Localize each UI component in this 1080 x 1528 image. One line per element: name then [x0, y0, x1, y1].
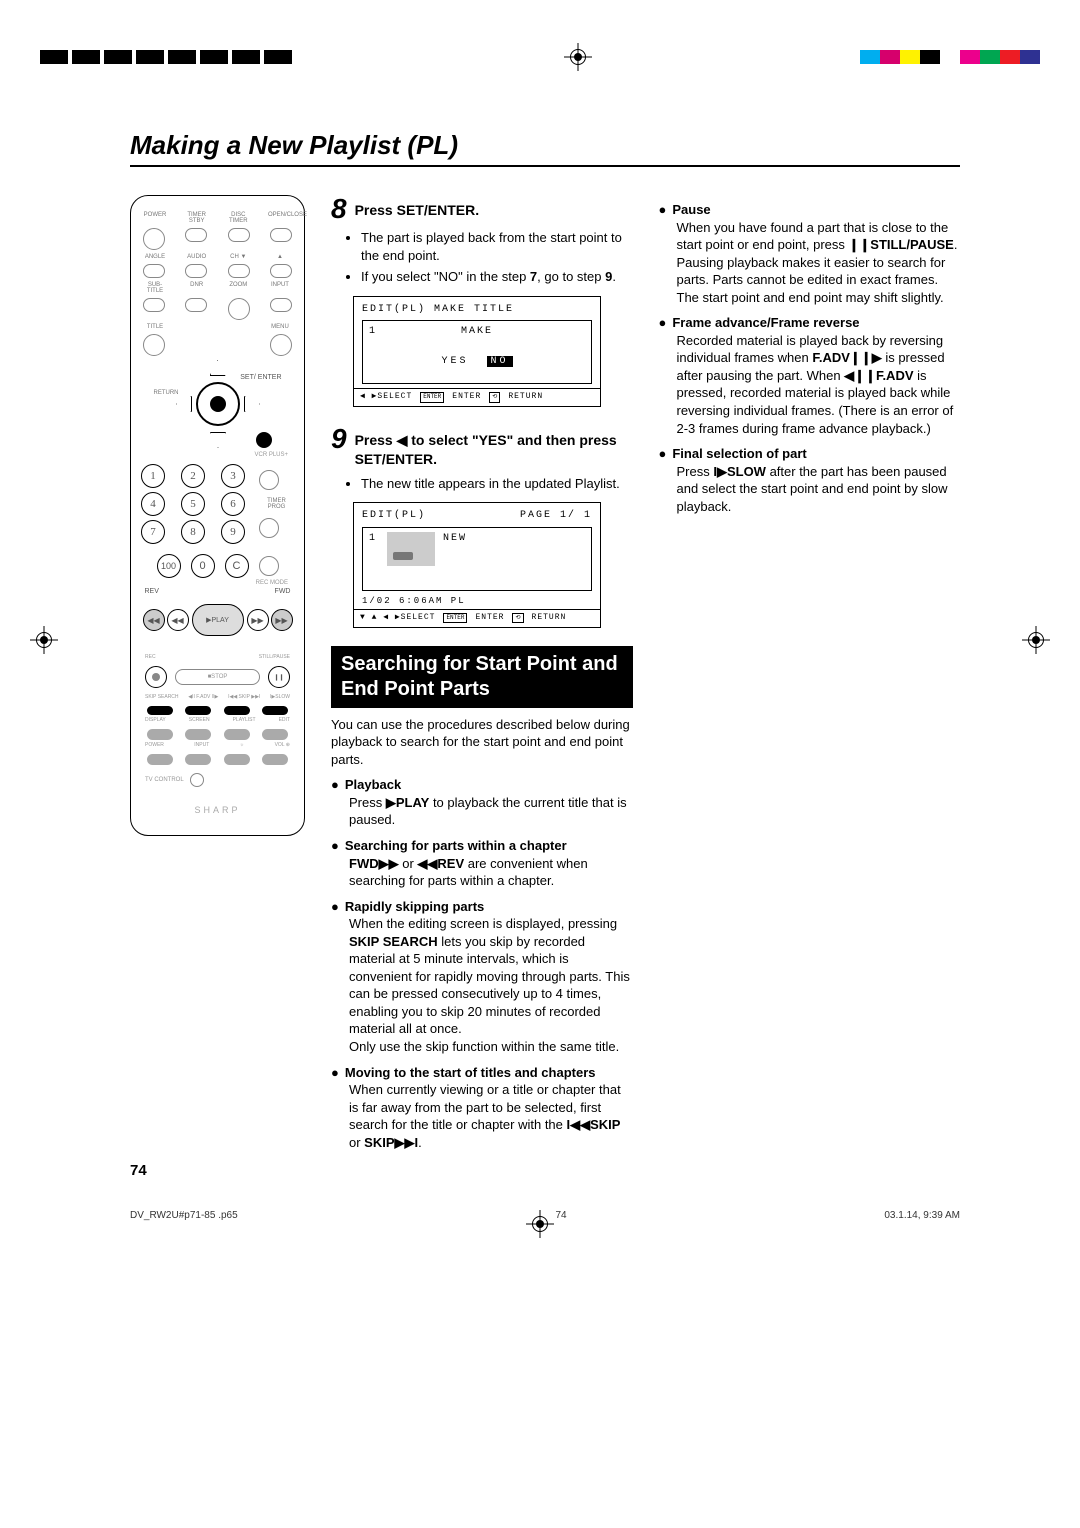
registration-bottom	[0, 1209, 1080, 1239]
step-9: 9 Press ◀ to select "YES" and then press…	[331, 425, 633, 628]
item-frame-advance: Frame advance/Frame reverse Recorded mat…	[659, 314, 961, 437]
osd-screen-make-title: EDIT(PL) MAKE TITLE 1 MAKE YES NO ◀ ▶SEL…	[353, 296, 601, 407]
item-final-selection: Final selection of part Press I▶SLOW aft…	[659, 445, 961, 515]
remote-control-diagram: POWERTIMER STBYDISC TIMEROPEN/CLOSE ANGL…	[130, 195, 305, 836]
step-title: Press SET/ENTER.	[355, 195, 480, 220]
item-searching-parts: Searching for parts within a chapter FWD…	[331, 837, 633, 890]
step-8: 8 Press SET/ENTER. The part is played ba…	[331, 195, 633, 407]
step-title: Press ◀ to select "YES" and then press S…	[355, 425, 633, 469]
section-heading: Searching for Start Point and End Point …	[331, 646, 633, 708]
section-intro: You can use the procedures described bel…	[331, 716, 633, 769]
item-playback: Playback Press ▶PLAY to playback the cur…	[331, 776, 633, 829]
step-bullet: The part is played back from the start p…	[361, 229, 633, 264]
item-rapid-skip: Rapidly skipping parts When the editing …	[331, 898, 633, 1056]
page: Making a New Playlist (PL) POWERTIMER ST…	[0, 0, 1080, 1279]
page-title: Making a New Playlist (PL)	[130, 130, 960, 167]
step-bullet: If you select "NO" in the step 7, go to …	[361, 268, 633, 286]
osd-screen-playlist: EDIT(PL)PAGE 1/ 1 1 NEW 1/02 6:06AM PL ▼…	[353, 502, 601, 627]
page-number: 74	[130, 1162, 147, 1179]
item-pause: Pause When you have found a part that is…	[659, 201, 961, 306]
crosshair-icon	[526, 1210, 554, 1238]
item-moving-start: Moving to the start of titles and chapte…	[331, 1064, 633, 1152]
step-number: 8	[331, 195, 347, 223]
step-bullet: The new title appears in the updated Pla…	[361, 475, 633, 493]
step-number: 9	[331, 425, 347, 453]
